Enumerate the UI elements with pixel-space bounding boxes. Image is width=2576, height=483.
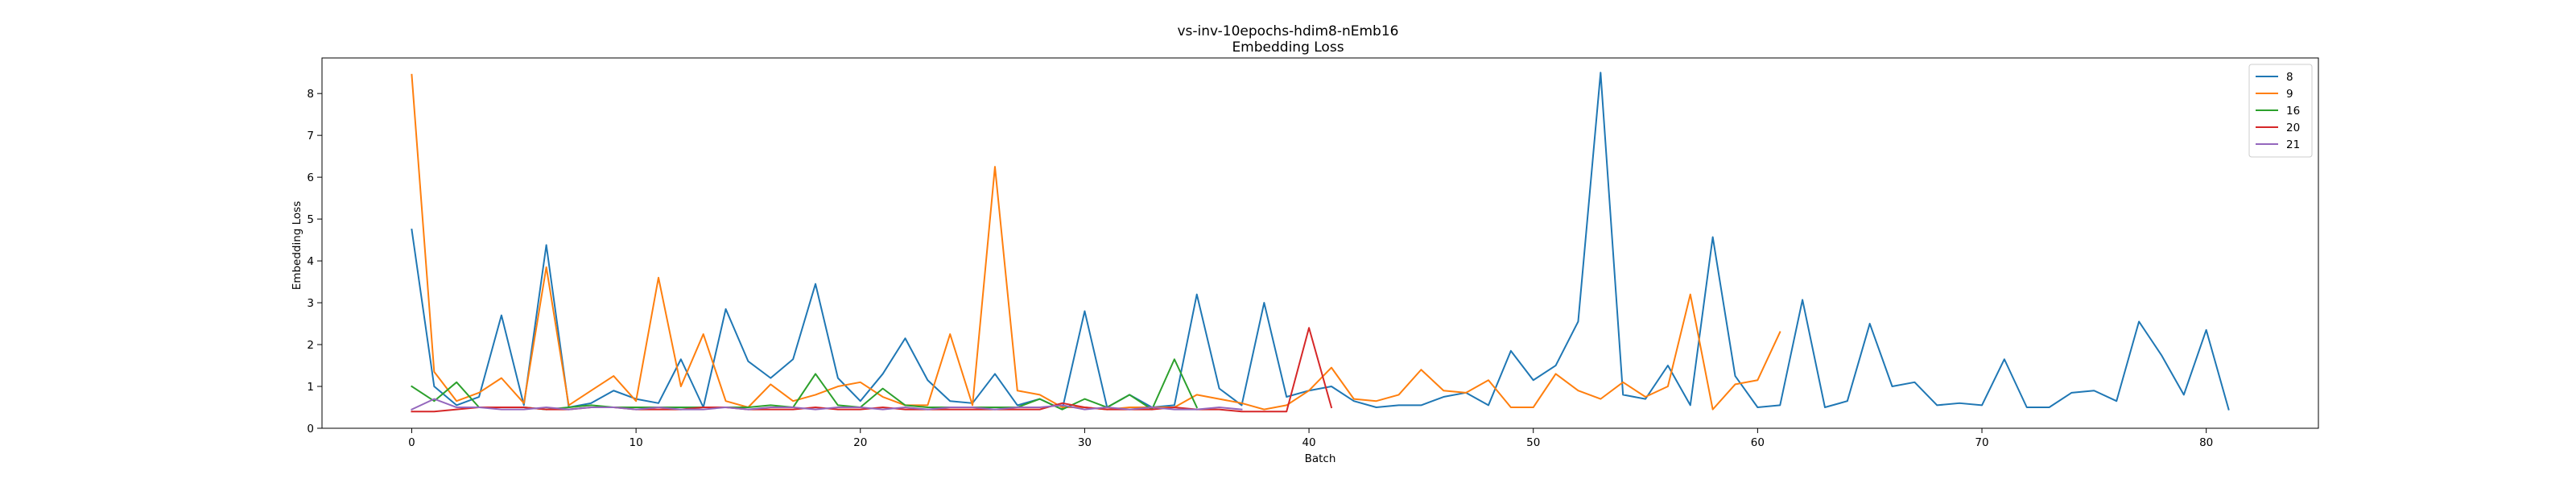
legend-label: 9	[2286, 88, 2293, 101]
plot-area: 0 10 20 30 40 50 60 70 80 0 1 2 3 4 5 6 7 8	[307, 57, 2319, 449]
legend-label: 21	[2286, 138, 2300, 151]
x-tick-label: 30	[1078, 436, 1092, 449]
y-tick-label: 7	[307, 130, 314, 142]
x-tick-label: 50	[1526, 436, 1540, 449]
x-tick-label: 20	[853, 436, 867, 449]
y-tick-label: 0	[307, 423, 314, 436]
x-axis: 0 10 20 30 40 50 60 70 80	[408, 428, 2213, 449]
x-tick-label: 60	[1751, 436, 1765, 449]
legend-label: 16	[2286, 105, 2300, 118]
series-line-8	[411, 72, 2230, 411]
x-axis-label: Batch	[1305, 452, 1336, 465]
y-tick-label: 5	[307, 213, 314, 226]
chart-subtitle: Embedding Loss	[1232, 39, 1344, 56]
legend-label: 20	[2286, 122, 2300, 134]
x-tick-label: 80	[2199, 436, 2213, 449]
legend: 8 9 16 20 21	[2248, 64, 2313, 158]
y-tick-label: 4	[307, 255, 314, 268]
x-tick-label: 40	[1302, 436, 1315, 449]
legend-box	[2248, 64, 2313, 158]
y-tick-label: 8	[307, 88, 314, 101]
series-layer	[411, 72, 2230, 413]
x-tick-label: 70	[1975, 436, 1988, 449]
chart-title: vs-inv-10epochs-hdim8-nEmb16	[1178, 23, 1399, 39]
y-tick-label: 3	[307, 297, 314, 310]
y-tick-label: 2	[307, 339, 314, 352]
y-tick-label: 6	[307, 171, 314, 184]
y-axis-label: Embedding Loss	[291, 201, 303, 290]
axes-frame	[321, 57, 2319, 429]
y-tick-label: 1	[307, 381, 314, 394]
legend-label: 8	[2286, 71, 2293, 84]
x-tick-label: 0	[408, 436, 415, 449]
y-axis: 0 1 2 3 4 5 6 7 8	[307, 88, 322, 436]
series-line-21	[411, 398, 1243, 411]
x-tick-label: 10	[630, 436, 643, 449]
